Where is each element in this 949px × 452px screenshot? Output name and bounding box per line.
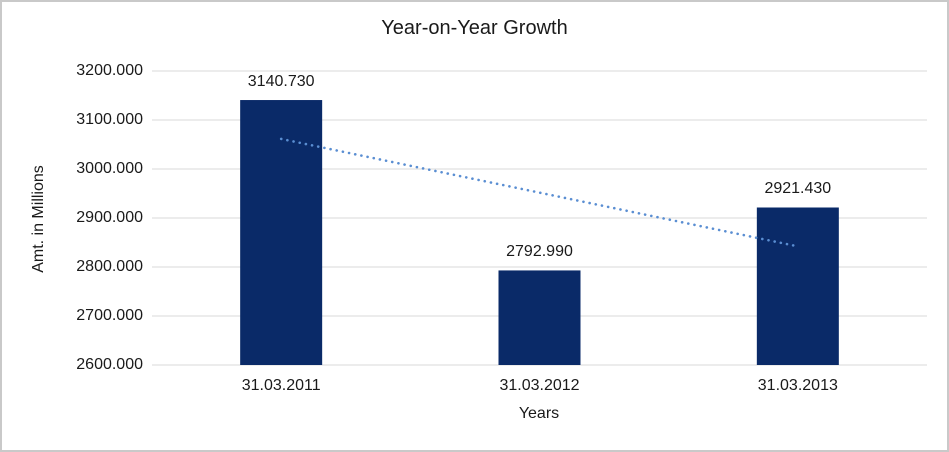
data-label: 3140.730 [247, 73, 315, 91]
x-axis-title: Years [518, 405, 560, 422]
x-tick-label: 31.03.2013 [757, 377, 838, 394]
data-label: 2792.990 [506, 243, 573, 261]
y-tick-label: 2900.000 [76, 209, 143, 226]
y-tick-label: 3000.000 [76, 160, 143, 177]
bar-31.03.2013 [756, 207, 839, 365]
y-tick-label: 2800.000 [76, 258, 143, 275]
bar-31.03.2011 [240, 100, 323, 365]
x-tick-label: 31.03.2011 [241, 377, 321, 394]
y-tick-label: 3100.000 [76, 111, 143, 128]
y-tick-label: 2600.000 [76, 356, 143, 373]
data-label: 2921.430 [764, 180, 832, 198]
y-tick-label: 2700.000 [76, 307, 143, 324]
bar-31.03.2012 [498, 270, 581, 365]
x-tick-label: 31.03.2012 [499, 377, 580, 394]
y-tick-label: 3200.000 [76, 62, 143, 79]
chart-title: Year-on-Year Growth [381, 17, 568, 39]
trendline [279, 137, 800, 248]
